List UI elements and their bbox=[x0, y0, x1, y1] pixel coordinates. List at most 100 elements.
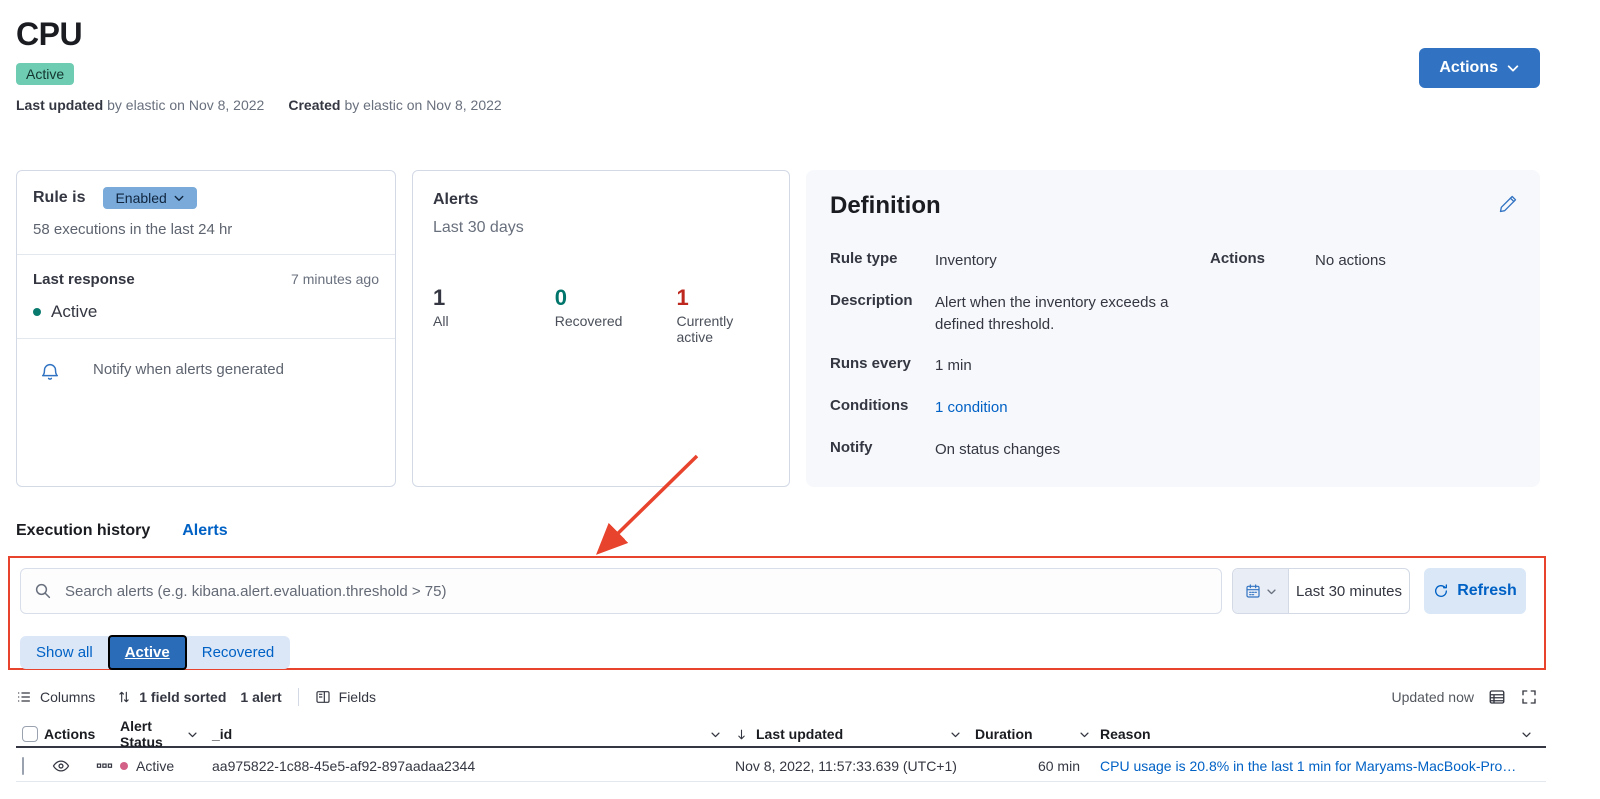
notify-section: Notify when alerts generated bbox=[17, 339, 395, 399]
row-last-updated-cell: Nov 8, 2022, 11:57:33.639 (UTC+1) bbox=[735, 757, 957, 774]
row-reason-link[interactable]: CPU usage is 20.8% in the last 1 min for… bbox=[1100, 757, 1521, 774]
grid-density-icon[interactable] bbox=[1488, 688, 1506, 706]
stat-all-value: 1 bbox=[433, 285, 446, 310]
created-text: by elastic on Nov 8, 2022 bbox=[344, 97, 502, 113]
definition-title: Definition bbox=[830, 192, 941, 219]
health-dot-icon bbox=[33, 308, 41, 316]
refresh-icon bbox=[1433, 583, 1449, 599]
executions-text: 58 executions in the last 24 hr bbox=[33, 221, 233, 238]
last-response-time: 7 minutes ago bbox=[291, 271, 379, 287]
fields-button[interactable]: Fields bbox=[315, 689, 376, 705]
enabled-badge-label: Enabled bbox=[115, 190, 167, 206]
divider bbox=[297, 688, 299, 706]
calendar-icon bbox=[1245, 583, 1261, 599]
chevron-down-icon[interactable] bbox=[950, 729, 961, 740]
col-actions-label: Actions bbox=[44, 726, 96, 742]
bell-icon bbox=[39, 361, 61, 383]
last-response-section: Last response 7 minutes ago Active bbox=[17, 255, 395, 338]
more-actions-icon[interactable] bbox=[96, 757, 113, 774]
columns-list-icon bbox=[16, 689, 32, 705]
def-actions-label: Actions bbox=[1210, 250, 1266, 267]
edit-pencil-icon[interactable] bbox=[1498, 194, 1518, 214]
chevron-down-icon[interactable] bbox=[1521, 729, 1532, 740]
filter-recovered[interactable]: Recovered bbox=[186, 636, 291, 669]
columns-button[interactable]: Columns bbox=[16, 689, 95, 705]
col-reason-label: Reason bbox=[1100, 726, 1151, 742]
def-conditions: Conditions 1 condition bbox=[830, 397, 1210, 419]
fields-button-label: Fields bbox=[338, 689, 376, 705]
row-actions-cell bbox=[44, 757, 120, 775]
actions-button[interactable]: Actions bbox=[1419, 48, 1540, 88]
alert-count: 1 alert bbox=[240, 689, 282, 705]
calendar-dropdown-button[interactable] bbox=[1233, 569, 1289, 613]
rule-type-label: Rule type bbox=[830, 250, 898, 267]
col-updated-label: Last updated bbox=[756, 726, 844, 742]
row-duration-cell: 60 min bbox=[1037, 757, 1080, 774]
stat-currently-active-value: 1 bbox=[676, 285, 689, 310]
refresh-button[interactable]: Refresh bbox=[1424, 568, 1526, 614]
row-checkbox[interactable] bbox=[22, 756, 24, 775]
col-duration-label: Duration bbox=[975, 726, 1033, 742]
last-response-label: Last response bbox=[33, 271, 135, 288]
fullscreen-icon[interactable] bbox=[1520, 688, 1538, 706]
chevron-down-icon[interactable] bbox=[187, 729, 198, 740]
def-actions-value: No actions bbox=[1315, 252, 1386, 269]
runs-every-label: Runs every bbox=[830, 355, 911, 373]
col-header-duration[interactable]: Duration bbox=[975, 726, 1100, 742]
created-meta: Created by elastic on Nov 8, 2022 bbox=[288, 97, 501, 113]
chevron-down-icon bbox=[1266, 586, 1277, 597]
filter-active[interactable]: Active bbox=[107, 635, 187, 670]
rule-type-value: Inventory bbox=[935, 252, 997, 269]
last-updated-text: by elastic on Nov 8, 2022 bbox=[107, 97, 265, 113]
conditions-link[interactable]: 1 condition bbox=[935, 399, 1008, 416]
col-header-last-updated[interactable]: Last updated bbox=[735, 726, 975, 742]
select-all-checkbox[interactable] bbox=[22, 726, 38, 742]
tab-execution-history[interactable]: Execution history bbox=[16, 522, 151, 539]
divider bbox=[17, 338, 395, 339]
chevron-down-icon bbox=[1506, 61, 1520, 75]
enabled-dropdown-badge[interactable]: Enabled bbox=[103, 187, 197, 209]
last-updated-meta: Last updated by elastic on Nov 8, 2022 bbox=[16, 97, 264, 113]
col-header-id[interactable]: _id bbox=[212, 726, 735, 742]
def-actions: Actions No actions bbox=[1210, 250, 1516, 272]
search-input[interactable] bbox=[20, 568, 1222, 614]
rule-status-card: Rule is Enabled 58 executions in the las… bbox=[16, 170, 396, 487]
chevron-down-icon bbox=[173, 192, 185, 204]
updated-now-text: Updated now bbox=[1391, 689, 1474, 705]
alerts-card-title: Alerts bbox=[433, 191, 479, 208]
row-status-label: Active bbox=[136, 757, 175, 774]
tab-alerts[interactable]: Alerts bbox=[182, 522, 228, 539]
alerts-table-header: Actions Alert Status _id Last updated Du… bbox=[16, 718, 1546, 750]
last-response-status: Active bbox=[51, 302, 98, 321]
chevron-down-icon[interactable] bbox=[1079, 729, 1090, 740]
refresh-button-label: Refresh bbox=[1457, 582, 1517, 599]
last-updated-label: Last updated bbox=[16, 97, 104, 113]
runs-every-value: 1 min bbox=[935, 357, 972, 375]
active-status-dot-icon bbox=[120, 761, 128, 770]
alert-status-filter-group: Show all Active Recovered bbox=[20, 635, 291, 670]
sort-descending-icon bbox=[735, 728, 748, 741]
notify-value: On status changes bbox=[935, 440, 1061, 458]
col-header-reason[interactable]: Reason bbox=[1100, 726, 1546, 742]
sort-icon bbox=[117, 690, 131, 704]
sort-fields-button[interactable]: 1 field sorted bbox=[117, 689, 226, 705]
col-id-label: _id bbox=[212, 726, 233, 742]
conditions-label: Conditions bbox=[830, 397, 909, 414]
fields-panel-icon bbox=[315, 689, 331, 705]
alerts-summary-card: Alerts Last 30 days 1 All 0 Recovered 1 … bbox=[412, 170, 790, 487]
filter-show-all[interactable]: Show all bbox=[20, 636, 109, 669]
stat-currently-active-label: Currently active bbox=[676, 313, 734, 345]
detail-tabs: Execution history Alerts bbox=[16, 522, 228, 550]
actions-button-label: Actions bbox=[1439, 59, 1498, 76]
sort-fields-label: 1 field sorted bbox=[139, 689, 227, 705]
time-range-value[interactable]: Last 30 minutes bbox=[1296, 582, 1402, 600]
rule-is-label: Rule is bbox=[33, 189, 86, 206]
chevron-down-icon[interactable] bbox=[710, 729, 721, 740]
col-header-alert-status[interactable]: Alert Status bbox=[120, 718, 212, 750]
stat-recovered: 0 Recovered bbox=[555, 285, 677, 345]
view-alert-eye-icon[interactable] bbox=[52, 757, 70, 775]
description-value: Alert when the inventory exceeds a defin… bbox=[935, 293, 1169, 333]
stat-recovered-label: Recovered bbox=[554, 313, 623, 329]
rule-status-badge: Active bbox=[16, 63, 75, 85]
definition-panel: Definition Rule type Inventory Descripti… bbox=[806, 170, 1540, 487]
